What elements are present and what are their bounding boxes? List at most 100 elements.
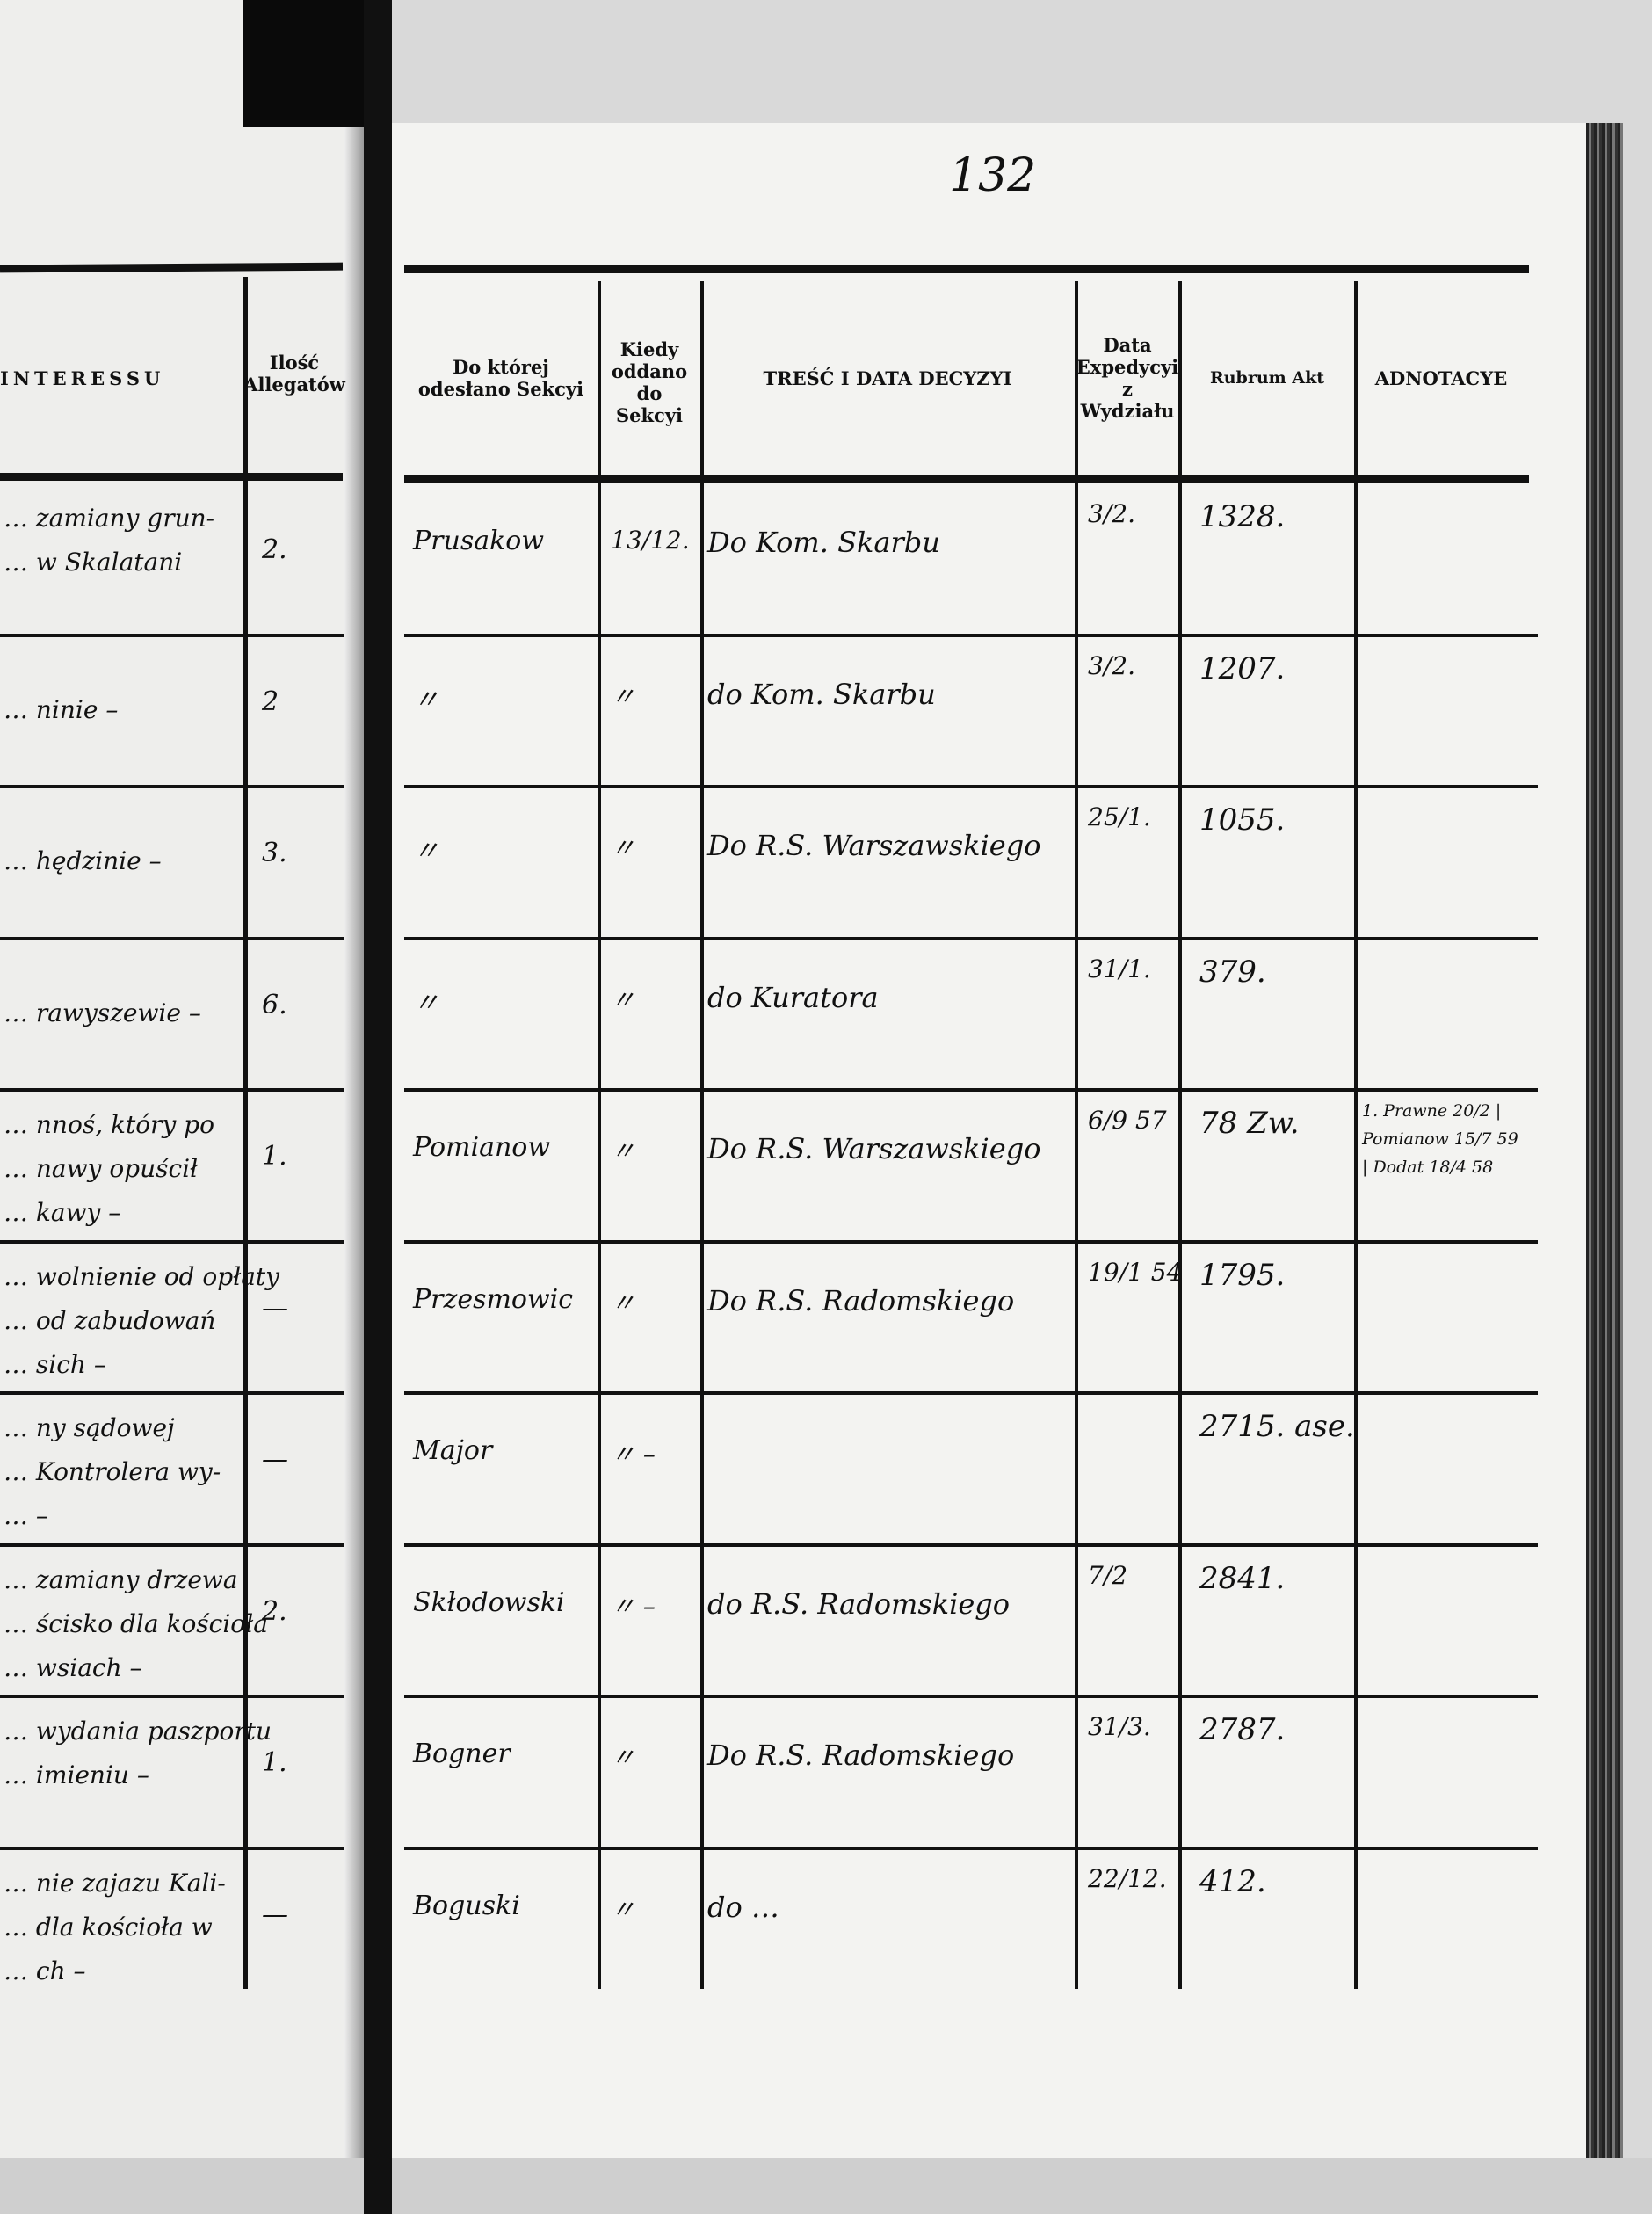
cell-section: Bogner xyxy=(413,1739,511,1769)
cell-section: Major xyxy=(413,1435,493,1466)
column-divider xyxy=(700,281,704,1989)
cell-expedition: 31/1. xyxy=(1088,954,1151,984)
interest-text: … dla kościoła w xyxy=(4,1912,213,1942)
cell-rubrum: 1055. xyxy=(1199,802,1286,838)
left-row-rule xyxy=(0,1391,344,1395)
interest-text: … kawy – xyxy=(4,1198,121,1227)
left-row-rule xyxy=(0,1239,344,1244)
cell-when: 〃 – xyxy=(611,1440,656,1469)
row-rule xyxy=(404,1695,1538,1698)
header-rubrum: Rubrum Akt xyxy=(1209,367,1325,388)
right-page xyxy=(392,123,1589,2162)
row-rule xyxy=(404,1239,1538,1244)
cell-when: 〃 xyxy=(611,681,636,711)
left-row-rule xyxy=(0,1543,344,1547)
left-row-rule xyxy=(0,633,344,637)
cell-expedition: 3/2. xyxy=(1088,650,1135,680)
cell-expedition: 31/3. xyxy=(1088,1712,1151,1741)
cell-rubrum: 1207. xyxy=(1199,650,1286,686)
header-top-rule xyxy=(404,265,1529,273)
cell-expedition: 22/12. xyxy=(1088,1863,1167,1893)
interest-text: … w Skalatani xyxy=(4,548,183,577)
attachment-count: 2 xyxy=(262,686,279,717)
header-notes: ADNOTACYE xyxy=(1374,367,1508,389)
left-row-rule xyxy=(0,1846,344,1850)
attachment-count: — xyxy=(262,1898,288,1930)
cell-rubrum: 379. xyxy=(1199,954,1266,990)
cell-decision: do R.S. Radomskiego xyxy=(707,1586,1011,1621)
cell-decision: Do Kom. Skarbu xyxy=(707,526,940,559)
attachment-count: 2. xyxy=(262,1595,287,1627)
interest-text: … nie zajazu Kali- xyxy=(4,1868,226,1898)
header-when: Kiedy oddano do Sekcyi xyxy=(611,338,688,426)
cell-rubrum: 1328. xyxy=(1199,499,1286,534)
cell-section: Skłodowski xyxy=(413,1586,565,1618)
interest-text: … imieniu – xyxy=(4,1760,149,1789)
interest-text: … wsiach – xyxy=(4,1652,142,1682)
cell-rubrum: 412. xyxy=(1199,1863,1266,1899)
attachment-count: 1. xyxy=(262,1141,287,1172)
left-row-rule xyxy=(0,1088,344,1092)
interest-text: … Kontrolera wy- xyxy=(4,1457,221,1486)
cell-expedition: 6/9 57 xyxy=(1088,1106,1167,1135)
left-row-rule xyxy=(0,785,344,788)
cell-decision: Do R.S. Warszawskiego xyxy=(707,829,1041,862)
attachment-count: — xyxy=(262,1444,288,1475)
cell-notes: 1. Prawne 20/2 | Pomianow 15/7 59 | Doda… xyxy=(1362,1101,1518,1177)
cell-when: 〃 xyxy=(611,1743,636,1772)
cell-when: 〃 xyxy=(611,1136,636,1165)
attachment-count: 1. xyxy=(262,1747,287,1778)
cell-rubrum: 2715. ase. xyxy=(1199,1409,1355,1444)
interest-text: … rawyszewie – xyxy=(4,998,201,1027)
cell-section: 〃 xyxy=(413,836,439,867)
cell-when: 〃 xyxy=(611,1894,636,1924)
interest-text: … ny sądowej xyxy=(4,1413,175,1442)
cell-section: Przesmowic xyxy=(413,1283,574,1315)
page-shadow xyxy=(344,123,364,2162)
interest-text: … nnoś, który po xyxy=(4,1110,214,1139)
header-bottom-rule xyxy=(404,475,1529,483)
page-number: 132 xyxy=(949,149,1037,202)
book-edge xyxy=(1586,123,1623,2171)
cell-section: 〃 xyxy=(413,684,439,715)
row-rule xyxy=(404,633,1538,637)
cell-expedition: 25/1. xyxy=(1088,802,1151,831)
cell-when: 13/12. xyxy=(611,526,690,555)
cell-decision: Do R.S. Radomskiego xyxy=(707,1283,1015,1318)
row-rule xyxy=(404,1543,1538,1547)
left-column-divider xyxy=(243,277,248,1989)
interest-text: … sich – xyxy=(4,1349,106,1379)
row-rule xyxy=(404,785,1538,788)
attachment-count: 6. xyxy=(262,989,287,1020)
column-divider xyxy=(1178,281,1182,1989)
column-divider xyxy=(1354,281,1358,1989)
header-interest: INTERESSU xyxy=(0,367,165,389)
interest-text: … ninie – xyxy=(4,694,119,724)
attachment-count: 2. xyxy=(262,534,287,565)
cell-decision: do Kom. Skarbu xyxy=(707,677,936,711)
row-rule xyxy=(404,936,1538,940)
header-expedition: Data Expedycyi z Wydziału xyxy=(1076,334,1179,422)
cell-rubrum: 1795. xyxy=(1199,1257,1286,1293)
cell-section: Prusakow xyxy=(413,526,545,556)
cell-rubrum: 78 Zw. xyxy=(1199,1106,1300,1141)
attachment-count: — xyxy=(262,1292,288,1324)
interest-text: … zamiany drzewa xyxy=(4,1564,238,1594)
left-row-rule xyxy=(0,1695,344,1698)
cell-when: 〃 xyxy=(611,1288,636,1318)
interest-text: … wolnienie od opłaty xyxy=(4,1261,280,1291)
cell-rubrum: 2841. xyxy=(1199,1560,1286,1596)
interest-text: … ch – xyxy=(4,1956,86,1985)
scan-background xyxy=(0,2158,1652,2214)
header-section: Do której odesłano Sekcyi xyxy=(417,356,584,400)
cell-expedition: 3/2. xyxy=(1088,499,1135,528)
left-page xyxy=(0,0,356,2158)
left-row-rule xyxy=(0,936,344,940)
cell-section: Boguski xyxy=(413,1890,520,1921)
interest-text: … nawy opuścił xyxy=(4,1154,199,1183)
cell-expedition: 19/1 54 xyxy=(1088,1257,1183,1287)
interest-text: … wydania paszportu xyxy=(4,1717,272,1746)
header-decision: TREŚĆ I DATA DECYZYI xyxy=(763,367,1012,389)
interest-text: … ścisko dla kościoła xyxy=(4,1608,268,1638)
cell-decision: do Kuratora xyxy=(707,980,879,1014)
